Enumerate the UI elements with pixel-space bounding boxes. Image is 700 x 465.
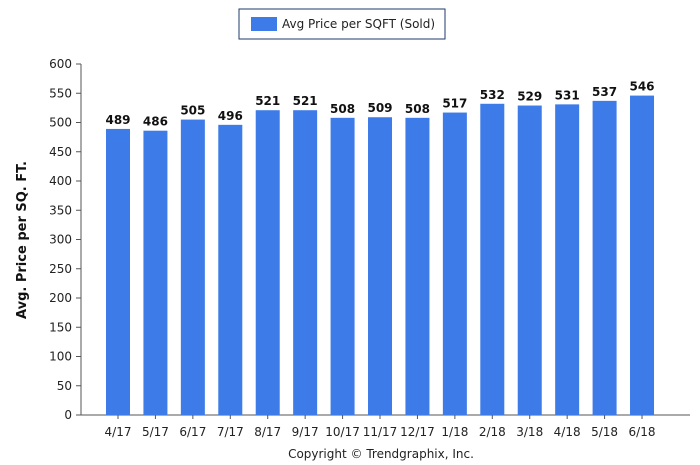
y-tick-label: 350 [49,203,72,217]
x-tick-label: 6/18 [629,425,656,439]
y-tick-label: 250 [49,262,72,276]
y-tick-label: 300 [49,233,72,247]
x-tick-label: 4/17 [105,425,132,439]
y-tick-label: 100 [49,350,72,364]
x-tick-label: 8/17 [254,425,281,439]
x-tick-labels: 4/17 5/17 6/17 7/17 8/17 9/17 10/17 11/17 12/17 1… [105,425,656,439]
data-label: 508 [405,102,430,116]
data-label: 509 [367,101,392,115]
y-tick-labels: 0 50 100 150 200 250 300 350 400 450 500 550 600 [49,57,72,422]
bar [143,130,168,415]
y-tick-label: 500 [49,116,72,130]
x-tick-label: 12/17 [400,425,435,439]
bar [517,105,542,415]
bar [218,124,243,415]
bars [106,95,655,416]
y-tick-label: 550 [49,86,72,100]
bar [106,128,130,415]
data-label: 505 [180,104,205,118]
y-tick-label: 600 [49,57,72,71]
y-tick-label: 400 [49,174,72,188]
legend-label: Avg Price per SQFT (Sold) [282,17,435,31]
x-tick-label: 1/18 [441,425,468,439]
x-tick-label: 2/18 [479,425,506,439]
copyright-text: Copyright © Trendgraphix, Inc. [288,447,474,461]
y-tick-label: 200 [49,291,72,305]
data-label: 532 [480,88,505,102]
data-label: 496 [218,109,243,123]
bar [405,117,430,415]
bar [330,117,355,415]
bar [368,117,393,416]
x-tick-label: 5/18 [591,425,618,439]
legend: Avg Price per SQFT (Sold) [238,8,446,40]
data-label: 508 [330,102,355,116]
legend-swatch [251,17,277,31]
x-tick-label: 5/17 [142,425,169,439]
y-tick-label: 50 [57,379,72,393]
y-axis-label: Avg. Price per SQ. FT. [15,161,30,319]
bar [555,104,580,416]
data-label: 531 [555,88,580,102]
bar [180,119,205,415]
data-label: 521 [255,94,280,108]
x-tick-label: 11/17 [363,425,398,439]
data-label: 521 [293,94,318,108]
data-labels: 489 486 505 496 521 521 508 509 508 517 532 529 531 5… [105,80,654,129]
x-tick-label: 7/17 [217,425,244,439]
x-tick-label: 9/17 [292,425,319,439]
data-label: 529 [517,90,542,104]
x-tick-label: 10/17 [325,425,360,439]
x-tick-label: 6/17 [179,425,206,439]
bar [442,112,467,416]
y-tick-label: 450 [49,145,72,159]
bar [293,110,318,415]
data-label: 486 [143,115,168,129]
x-tick-label: 3/18 [516,425,543,439]
bar [255,110,280,415]
data-label: 546 [629,80,654,94]
data-label: 517 [442,97,467,111]
bar [592,100,617,415]
data-label: 537 [592,85,617,99]
y-tick-label: 150 [49,320,72,334]
x-tick-label: 4/18 [554,425,581,439]
data-label: 489 [105,113,130,127]
bar [630,95,655,415]
bar [480,103,505,415]
y-tick-label: 0 [64,408,72,422]
